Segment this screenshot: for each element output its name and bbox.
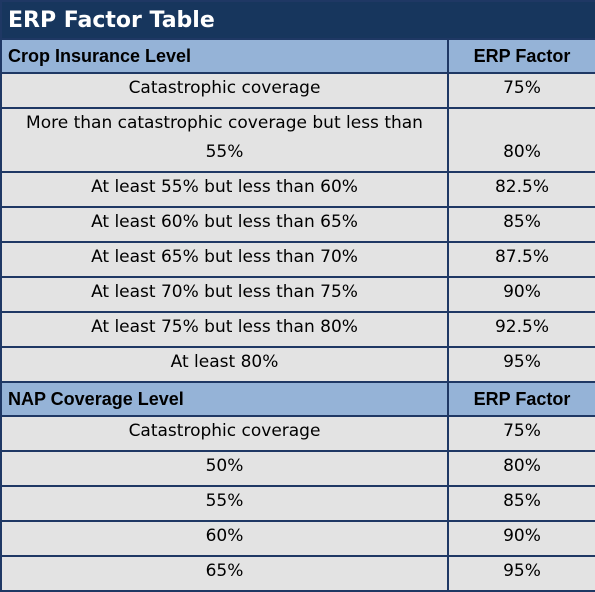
level-cell: 55% <box>0 485 449 522</box>
table-row: 60% 90% <box>0 520 595 557</box>
table-row: At least 75% but less than 80% 92.5% <box>0 311 595 348</box>
table-row: At least 55% but less than 60% 82.5% <box>0 171 595 208</box>
factor-cell: 75% <box>447 415 595 452</box>
level-cell: Catastrophic coverage <box>0 72 449 109</box>
factor-cell: 82.5% <box>447 171 595 208</box>
level-cell: 50% <box>0 450 449 487</box>
factor-cell: 90% <box>447 276 595 313</box>
level-cell: Catastrophic coverage <box>0 415 449 452</box>
factor-cell: 95% <box>447 346 595 383</box>
factor-header: ERP Factor <box>447 38 595 74</box>
factor-cell: 85% <box>447 206 595 243</box>
factor-cell: 80% <box>447 450 595 487</box>
table-row: At least 65% but less than 70% 87.5% <box>0 241 595 278</box>
factor-cell: 95% <box>447 555 595 592</box>
level-cell: More than catastrophic coverage but less… <box>0 107 449 173</box>
factor-cell: 85% <box>447 485 595 522</box>
factor-cell: 80% <box>447 107 595 173</box>
table-row: More than catastrophic coverage but less… <box>0 107 595 173</box>
table-row: At least 80% 95% <box>0 346 595 383</box>
level-cell: At least 70% but less than 75% <box>0 276 449 313</box>
table-row: 65% 95% <box>0 555 595 592</box>
level-header: NAP Coverage Level <box>0 381 449 417</box>
level-cell: 65% <box>0 555 449 592</box>
level-cell: At least 75% but less than 80% <box>0 311 449 348</box>
level-cell: At least 55% but less than 60% <box>0 171 449 208</box>
factor-cell: 92.5% <box>447 311 595 348</box>
level-header: Crop Insurance Level <box>0 38 449 74</box>
level-cell: At least 65% but less than 70% <box>0 241 449 278</box>
level-cell: At least 60% but less than 65% <box>0 206 449 243</box>
factor-cell: 90% <box>447 520 595 557</box>
level-cell: At least 80% <box>0 346 449 383</box>
level-cell: 60% <box>0 520 449 557</box>
title-row: ERP Factor Table <box>0 0 595 40</box>
section-header: Crop Insurance Level ERP Factor <box>0 38 595 74</box>
factor-cell: 87.5% <box>447 241 595 278</box>
table-row: Catastrophic coverage 75% <box>0 72 595 109</box>
factor-header: ERP Factor <box>447 381 595 417</box>
section-header: NAP Coverage Level ERP Factor <box>0 381 595 417</box>
factor-cell: 75% <box>447 72 595 109</box>
table-title: ERP Factor Table <box>0 0 595 40</box>
table-row: At least 60% but less than 65% 85% <box>0 206 595 243</box>
table-row: 50% 80% <box>0 450 595 487</box>
table-row: Catastrophic coverage 75% <box>0 415 595 452</box>
table-row: At least 70% but less than 75% 90% <box>0 276 595 313</box>
table-row: 55% 85% <box>0 485 595 522</box>
